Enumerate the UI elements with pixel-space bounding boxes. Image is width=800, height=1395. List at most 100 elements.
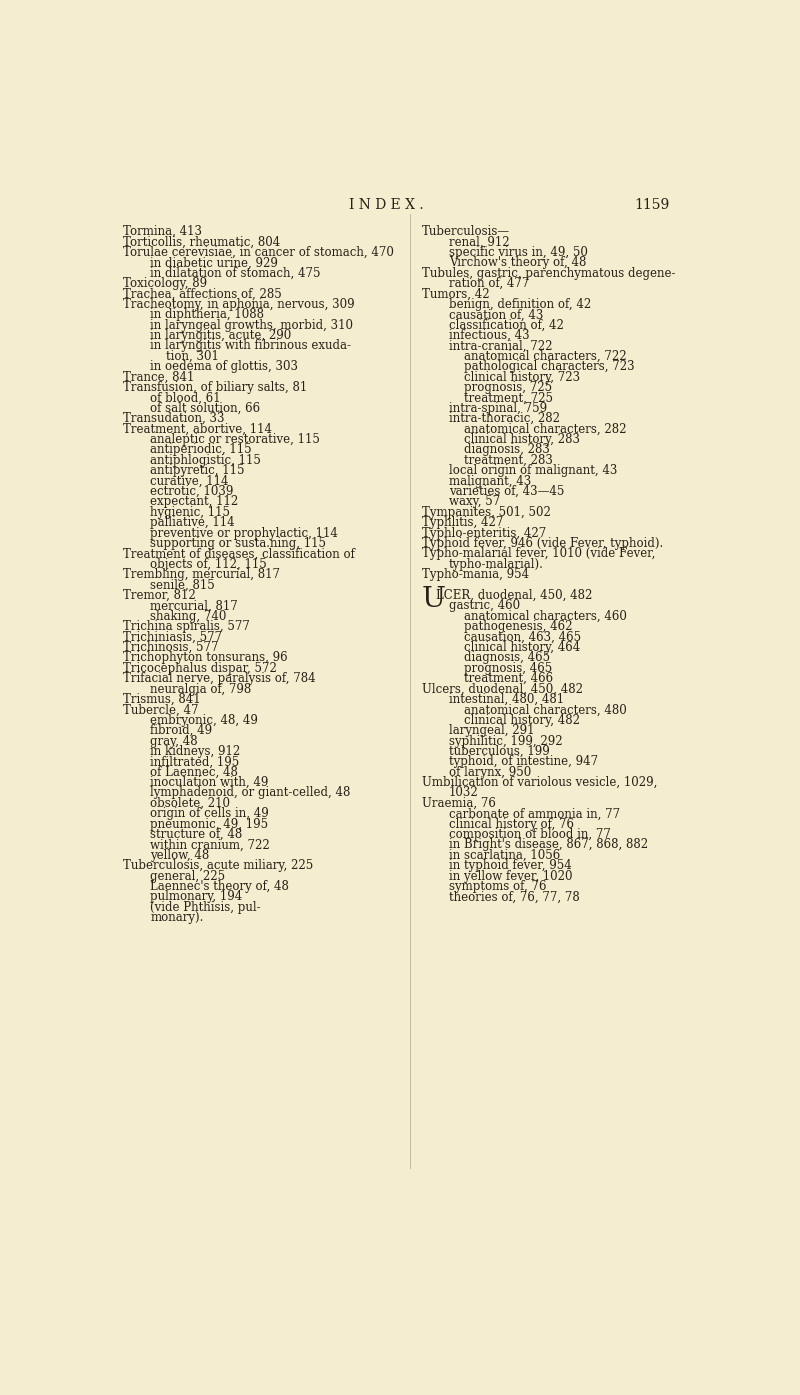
Text: Torticollis, rheumatic, 804: Torticollis, rheumatic, 804: [123, 236, 281, 248]
Text: antipyretic, 115: antipyretic, 115: [150, 465, 245, 477]
Text: specific virus in, 49, 50: specific virus in, 49, 50: [449, 246, 588, 259]
Text: causation of, 43: causation of, 43: [449, 308, 543, 321]
Text: tuberculous, 199: tuberculous, 199: [449, 745, 550, 757]
Text: Typhlitis, 427: Typhlitis, 427: [422, 516, 503, 529]
Text: anatomical characters, 480: anatomical characters, 480: [464, 703, 627, 716]
Text: in scarlatina, 1056: in scarlatina, 1056: [449, 848, 560, 862]
Text: classification of, 42: classification of, 42: [449, 318, 564, 332]
Text: inoculation with, 49: inoculation with, 49: [150, 776, 269, 790]
Text: Trembling, mercurial, 817: Trembling, mercurial, 817: [123, 568, 280, 582]
Text: antiphlogistic, 115: antiphlogistic, 115: [150, 453, 262, 467]
Text: laryngeal, 291: laryngeal, 291: [449, 724, 534, 737]
Text: in diphtheria, 1088: in diphtheria, 1088: [150, 308, 264, 321]
Text: anatomical characters, 282: anatomical characters, 282: [464, 423, 626, 435]
Text: renal, 912: renal, 912: [449, 236, 510, 248]
Text: Treatment, abortive, 114: Treatment, abortive, 114: [123, 423, 272, 435]
Text: anatomical characters, 460: anatomical characters, 460: [464, 610, 627, 622]
Text: intestinal, 480, 481: intestinal, 480, 481: [449, 693, 564, 706]
Text: diagnosis, 465: diagnosis, 465: [464, 651, 550, 664]
Text: embryonic, 48, 49: embryonic, 48, 49: [150, 714, 258, 727]
Text: clinical history of, 76: clinical history of, 76: [449, 817, 574, 830]
Text: varieties of, 43—45: varieties of, 43—45: [449, 485, 564, 498]
Text: symptoms of, 76: symptoms of, 76: [449, 880, 546, 893]
Text: Tormina, 413: Tormina, 413: [123, 225, 202, 239]
Text: obsolete, 210: obsolete, 210: [150, 797, 230, 810]
Text: Typho-malarial fever, 1010 (vide Fever,: Typho-malarial fever, 1010 (vide Fever,: [422, 547, 655, 561]
Text: malignant, 43: malignant, 43: [449, 474, 531, 488]
Text: in yellow fever, 1020: in yellow fever, 1020: [449, 869, 572, 883]
Text: Tympanites, 501, 502: Tympanites, 501, 502: [422, 506, 550, 519]
Text: within cranium, 722: within cranium, 722: [150, 838, 270, 851]
Text: pneumonic, 49, 195: pneumonic, 49, 195: [150, 817, 269, 830]
Text: syphilitic, 199, 292: syphilitic, 199, 292: [449, 735, 562, 748]
Text: clinical history, 723: clinical history, 723: [464, 371, 580, 384]
Text: prognosis, 465: prognosis, 465: [464, 661, 553, 675]
Text: Tuberculosis—: Tuberculosis—: [422, 225, 510, 239]
Text: Treatment of diseases, classification of: Treatment of diseases, classification of: [123, 547, 355, 561]
Text: mercurial, 817: mercurial, 817: [150, 600, 238, 612]
Text: treatment, 466: treatment, 466: [464, 672, 554, 685]
Text: Transudation, 33: Transudation, 33: [123, 413, 225, 425]
Text: in laryngeal growths, morbid, 310: in laryngeal growths, morbid, 310: [150, 318, 354, 332]
Text: (vide Phthisis, pul-: (vide Phthisis, pul-: [150, 901, 261, 914]
Text: Trance, 841: Trance, 841: [123, 371, 194, 384]
Text: pathogenesis, 462: pathogenesis, 462: [464, 621, 573, 633]
Text: benign, definition of, 42: benign, definition of, 42: [449, 299, 591, 311]
Text: Typho-mania, 954: Typho-mania, 954: [422, 568, 529, 582]
Text: infectious, 43: infectious, 43: [449, 329, 530, 342]
Text: hygienic, 115: hygienic, 115: [150, 506, 230, 519]
Text: Ulcers, duodenal, 450, 482: Ulcers, duodenal, 450, 482: [422, 682, 582, 696]
Text: Laennec's theory of, 48: Laennec's theory of, 48: [150, 880, 290, 893]
Text: causation, 463, 465: causation, 463, 465: [464, 631, 582, 643]
Text: Trichina spiralis, 577: Trichina spiralis, 577: [123, 621, 250, 633]
Text: in Bright's disease, 867, 868, 882: in Bright's disease, 867, 868, 882: [449, 838, 648, 851]
Text: of larynx, 950: of larynx, 950: [449, 766, 531, 778]
Text: palliative, 114: palliative, 114: [150, 516, 235, 529]
Text: preventive or prophylactic, 114: preventive or prophylactic, 114: [150, 526, 338, 540]
Text: in oedema of glottis, 303: in oedema of glottis, 303: [150, 360, 298, 374]
Text: pathological characters, 723: pathological characters, 723: [464, 360, 635, 374]
Text: waxy, 57: waxy, 57: [449, 495, 500, 508]
Text: infiltrated, 195: infiltrated, 195: [150, 755, 240, 769]
Text: typhoid, of intestine, 947: typhoid, of intestine, 947: [449, 755, 598, 769]
Text: 1159: 1159: [634, 198, 670, 212]
Text: pulmonary, 194: pulmonary, 194: [150, 890, 242, 904]
Text: of blood, 61: of blood, 61: [150, 392, 221, 405]
Text: senile, 815: senile, 815: [150, 579, 215, 591]
Text: Tuberculosis, acute miliary, 225: Tuberculosis, acute miliary, 225: [123, 859, 314, 872]
Text: in kidneys, 912: in kidneys, 912: [150, 745, 241, 757]
Text: Trichophyton tonsurans, 96: Trichophyton tonsurans, 96: [123, 651, 288, 664]
Text: Tumors, 42: Tumors, 42: [422, 287, 490, 300]
Text: theories of, 76, 77, 78: theories of, 76, 77, 78: [449, 890, 579, 904]
Text: clinical history, 482: clinical history, 482: [464, 714, 580, 727]
Text: neuralgia of, 798: neuralgia of, 798: [150, 682, 252, 696]
Text: Typhlo-enteritis, 427: Typhlo-enteritis, 427: [422, 526, 546, 540]
Text: Trismus, 841: Trismus, 841: [123, 693, 201, 706]
Text: diagnosis, 283: diagnosis, 283: [464, 444, 550, 456]
Text: lymphadenoid, or giant-celled, 48: lymphadenoid, or giant-celled, 48: [150, 787, 350, 799]
Text: structure of, 48: structure of, 48: [150, 829, 242, 841]
Text: supporting or susta.ning, 115: supporting or susta.ning, 115: [150, 537, 326, 550]
Text: in diabetic urine, 929: in diabetic urine, 929: [150, 257, 278, 269]
Text: gastric, 460: gastric, 460: [449, 600, 520, 612]
Text: curative, 114: curative, 114: [150, 474, 229, 488]
Text: treatment, 283: treatment, 283: [464, 453, 553, 467]
Text: Toxicology, 89: Toxicology, 89: [123, 278, 207, 290]
Text: in laryngitis, acute, 290: in laryngitis, acute, 290: [150, 329, 292, 342]
Text: Transfusion, of biliary salts, 81: Transfusion, of biliary salts, 81: [123, 381, 307, 393]
Text: gray, 48: gray, 48: [150, 735, 198, 748]
Text: 1032: 1032: [449, 787, 478, 799]
Text: in typhoid fever, 954: in typhoid fever, 954: [449, 859, 571, 872]
Text: Uraemia, 76: Uraemia, 76: [422, 797, 495, 810]
Text: general, 225: general, 225: [150, 869, 226, 883]
Text: ectrotic, 1039: ectrotic, 1039: [150, 485, 234, 498]
Text: yellow, 48: yellow, 48: [150, 848, 210, 862]
Text: antiperiodic, 115: antiperiodic, 115: [150, 444, 252, 456]
Text: I N D E X .: I N D E X .: [350, 198, 424, 212]
Text: Virchow's theory of, 48: Virchow's theory of, 48: [449, 257, 586, 269]
Text: intra-thoracic, 282: intra-thoracic, 282: [449, 413, 560, 425]
Text: origin of cells in, 49: origin of cells in, 49: [150, 808, 269, 820]
Text: LCER, duodenal, 450, 482: LCER, duodenal, 450, 482: [435, 589, 592, 603]
Text: carbonate of ammonia in, 77: carbonate of ammonia in, 77: [449, 808, 620, 820]
Text: intra-spinal, 759: intra-spinal, 759: [449, 402, 547, 414]
